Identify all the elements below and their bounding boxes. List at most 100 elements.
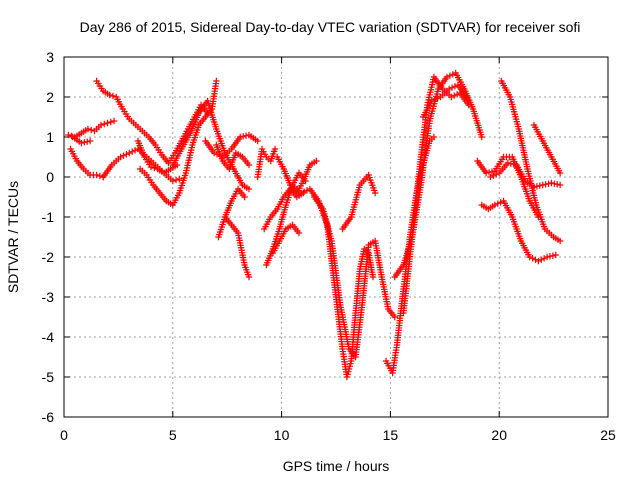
y-tick-label: 0 [46,169,54,185]
x-tick-label: 20 [491,427,507,443]
data-series [391,69,485,281]
data-point [104,119,111,127]
data-point [241,193,248,201]
data-point [539,181,546,189]
data-point [300,188,308,195]
data-point [533,183,541,190]
data-point [431,96,438,103]
data-point [504,159,512,167]
data-point [68,132,75,140]
data-point [242,132,250,139]
data-series [215,185,248,241]
data-series [400,73,472,317]
data-series [498,77,564,245]
data-point [448,93,455,101]
data-point [536,182,544,189]
data-series [530,121,564,177]
data-point [126,149,133,157]
data-point [391,313,398,321]
data-point [123,151,130,158]
data-series [478,197,559,265]
data-point [271,145,279,153]
data-point [552,251,559,259]
y-tick-label: -6 [42,409,55,425]
data-point [548,179,555,187]
data-point [81,139,88,146]
y-tick-label: 1 [46,129,54,145]
chart-title: Day 286 of 2015, Sidereal Day-to-day VTE… [80,19,581,35]
data-point [96,172,104,180]
data-point [245,185,253,193]
data-point [78,139,85,147]
data-point [449,71,456,78]
data-point [538,256,545,263]
data-series [65,117,118,141]
data-series [263,169,309,269]
data-point [551,180,558,187]
data-point [117,153,124,161]
data-point [493,171,500,178]
data-point [463,93,470,101]
data-point [295,229,303,237]
data-point [131,147,139,154]
data-point [510,161,517,168]
x-tick-label: 5 [169,427,177,443]
data-point [213,77,220,85]
data-point [556,169,564,177]
data-series [339,171,379,233]
x-tick-label: 0 [60,427,68,443]
data-point [254,137,261,145]
data-points [65,69,564,381]
data-point [445,85,453,93]
data-series [134,137,181,177]
data-point [556,237,564,245]
data-point [453,91,461,98]
y-axis-label: SDTVAR / TECUs [5,181,21,293]
data-point [93,171,100,179]
data-point [303,187,311,194]
data-point [84,138,91,145]
data-point [169,177,176,185]
data-point [542,181,549,188]
data-series [269,221,303,257]
data-point [451,92,458,99]
y-tick-label: -5 [42,369,55,385]
data-point [546,253,554,260]
data-point [101,120,108,128]
data-point [210,149,218,157]
data-series [136,77,220,209]
data-point [107,118,114,126]
data-series [169,97,253,193]
data-point [554,181,561,188]
y-tick-label: -3 [42,289,55,305]
data-point [490,172,497,179]
data-point [430,133,438,141]
data-point [478,133,485,141]
data-point [245,273,253,281]
data-point [297,189,305,197]
x-axis-label: GPS time / hours [283,458,390,474]
data-point [428,97,435,105]
data-point [88,126,95,134]
data-series [311,193,398,361]
data-point [448,84,456,91]
data-point [443,73,451,81]
data-series [254,145,279,181]
data-point [451,83,459,90]
x-tick-label: 10 [274,427,290,443]
x-tick-label: 15 [383,427,399,443]
data-point [176,175,183,183]
data-point [313,157,320,165]
data-series [487,159,564,191]
y-tick-label: -2 [42,249,55,265]
data-point [147,163,155,171]
data-point [540,255,548,262]
y-tick-label: -4 [42,329,55,345]
data-series [69,133,94,147]
grid [64,57,608,417]
data-point [151,164,158,172]
data-point [491,201,499,209]
y-tick-label: 2 [46,89,54,105]
